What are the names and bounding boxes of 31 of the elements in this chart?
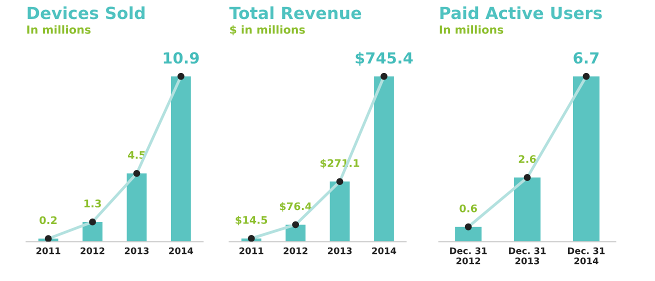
x-tick-label: Dec. 31 2012 [450, 247, 487, 264]
x-tick-label: 2012 [284, 247, 308, 254]
chart-title: Devices Sold [28, 6, 145, 20]
bar [170, 76, 191, 242]
x-tick-label: 2011 [240, 247, 264, 254]
chart-subtitle: In millions [27, 25, 91, 34]
data-label: 2.6 [518, 155, 536, 163]
data-label: 1.3 [84, 200, 101, 208]
x-tick-label: 2011 [36, 247, 60, 254]
data-label: $745.4 [356, 52, 413, 66]
x-tick-label: 2014 [372, 247, 396, 254]
data-label: 10.9 [164, 52, 199, 64]
data-label: $76.4 [280, 202, 312, 212]
data-label: 6.7 [574, 52, 599, 64]
bar [126, 173, 147, 242]
bar [374, 76, 394, 242]
x-tick-label: 2012 [80, 247, 104, 254]
x-tick-label: Dec. 31 2013 [509, 247, 546, 264]
chart-title: Total Revenue [229, 6, 362, 20]
bar [330, 182, 350, 242]
chart-title: Paid Active Users [440, 6, 602, 20]
data-label: 0.6 [460, 204, 477, 212]
x-tick-label: 2013 [328, 247, 352, 254]
chart-subtitle: $ in millions [230, 25, 305, 36]
x-tick-label: 2014 [169, 247, 194, 254]
x-tick-label: 2013 [124, 247, 149, 254]
chart-subtitle: In millions [440, 25, 504, 34]
x-tick-label: Dec. 31 2014 [568, 247, 605, 264]
data-label: $271.1 [320, 158, 360, 168]
data-label: 0.2 [40, 216, 57, 224]
data-label: $14.5 [236, 216, 268, 226]
